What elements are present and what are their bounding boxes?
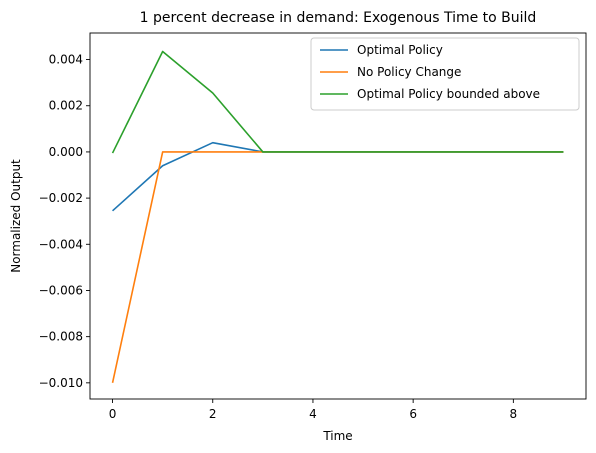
y-tick-label: −0.010 xyxy=(39,376,83,390)
legend-label: No Policy Change xyxy=(357,65,461,79)
x-tick-label: 4 xyxy=(309,407,317,421)
legend-label: Optimal Policy xyxy=(357,43,443,57)
y-axis-label: Normalized Output xyxy=(9,159,23,273)
x-tick-label: 8 xyxy=(510,407,518,421)
y-tick-label: −0.008 xyxy=(39,330,83,344)
y-tick-label: 0.004 xyxy=(49,53,83,67)
y-tick-label: 0.000 xyxy=(49,145,83,159)
legend-label: Optimal Policy bounded above xyxy=(357,87,540,101)
chart-title: 1 percent decrease in demand: Exogenous … xyxy=(140,10,537,26)
y-tick-label: 0.002 xyxy=(49,99,83,113)
y-tick-label: −0.002 xyxy=(39,191,83,205)
legend: Optimal Policy No Policy Change Optimal Po… xyxy=(311,38,579,110)
x-tick-label: 6 xyxy=(409,407,417,421)
y-tick-label: −0.004 xyxy=(39,237,83,251)
x-tick-label: 2 xyxy=(209,407,217,421)
y-tick-label: −0.006 xyxy=(39,283,83,297)
x-tick-label: 0 xyxy=(109,407,117,421)
x-axis-label: Time xyxy=(322,429,352,443)
